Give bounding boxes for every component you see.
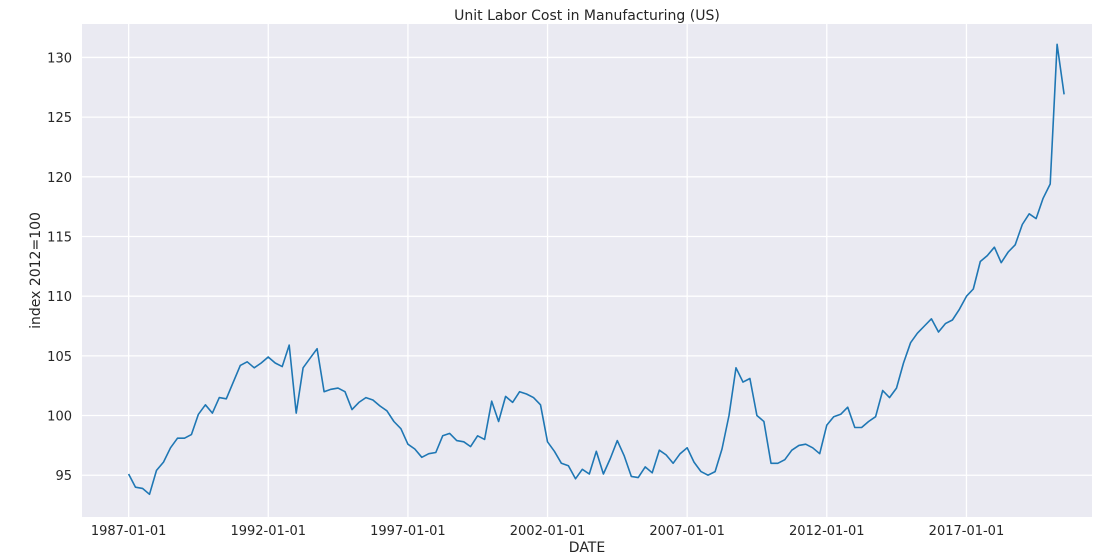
- y-tick-label: 130: [47, 51, 72, 66]
- y-tick-label: 105: [47, 350, 72, 365]
- x-axis-label: DATE: [569, 540, 605, 555]
- x-tick-label: 2012-01-01: [789, 524, 865, 539]
- y-tick-label: 100: [47, 410, 72, 425]
- tick-labels: 95 100 105 110 115 120 125 130 1987-01-01 1992-01…: [47, 51, 1004, 539]
- grid: [82, 24, 1092, 517]
- y-tick-label: 120: [47, 171, 72, 186]
- y-axis-label: index 2012=100: [28, 212, 44, 329]
- x-tick-label: 2007-01-01: [649, 524, 725, 539]
- y-tick-label: 110: [47, 290, 72, 305]
- x-tick-label: 2002-01-01: [510, 524, 586, 539]
- chart-title: Unit Labor Cost in Manufacturing (US): [454, 8, 720, 24]
- series-layer: [127, 43, 1065, 496]
- plot-area: [82, 24, 1092, 517]
- y-tick-label: 115: [47, 230, 72, 245]
- x-tick-label: 1992-01-01: [230, 524, 306, 539]
- x-tick-label: 1997-01-01: [370, 524, 446, 539]
- series-line: [127, 43, 1065, 496]
- y-tick-label: 95: [55, 469, 72, 484]
- x-tick-label: 2017-01-01: [929, 524, 1005, 539]
- x-tick-label: 1987-01-01: [91, 524, 167, 539]
- y-tick-label: 125: [47, 111, 72, 126]
